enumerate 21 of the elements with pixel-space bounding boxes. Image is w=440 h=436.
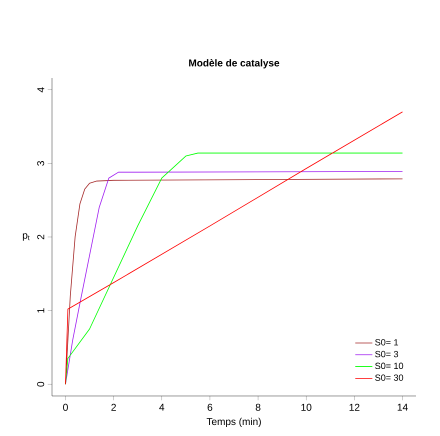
x-tick-label: 8 [256, 404, 260, 411]
y-tick-label: 0 [37, 382, 44, 387]
x-tick-label: 0 [63, 404, 68, 411]
line-series [65, 111, 403, 385]
y-tick-label: 3 [37, 161, 44, 166]
y-tick-label: 1 [37, 308, 44, 313]
legend-label: S0= 1 [375, 339, 398, 346]
x-axis-title: Temps (min) [206, 418, 261, 428]
y-tick-label: 2 [37, 234, 44, 240]
x-tick-label: 2 [111, 404, 116, 411]
legend-label: S0= 30 [375, 374, 404, 381]
y-tick-label: 4 [37, 87, 44, 92]
x-tick-label: 12 [350, 404, 360, 411]
x-tick-label: 14 [398, 404, 408, 411]
x-tick-label: 4 [159, 404, 164, 411]
legend-label: S0= 3 [375, 350, 398, 358]
x-tick-label: 10 [301, 404, 312, 411]
chart-title: Modèle de catalyse [189, 59, 280, 68]
x-tick-label: 6 [208, 404, 212, 411]
legend-label: S0= 10 [375, 362, 404, 370]
y-axis-title: p$_{t}$ [22, 233, 30, 241]
